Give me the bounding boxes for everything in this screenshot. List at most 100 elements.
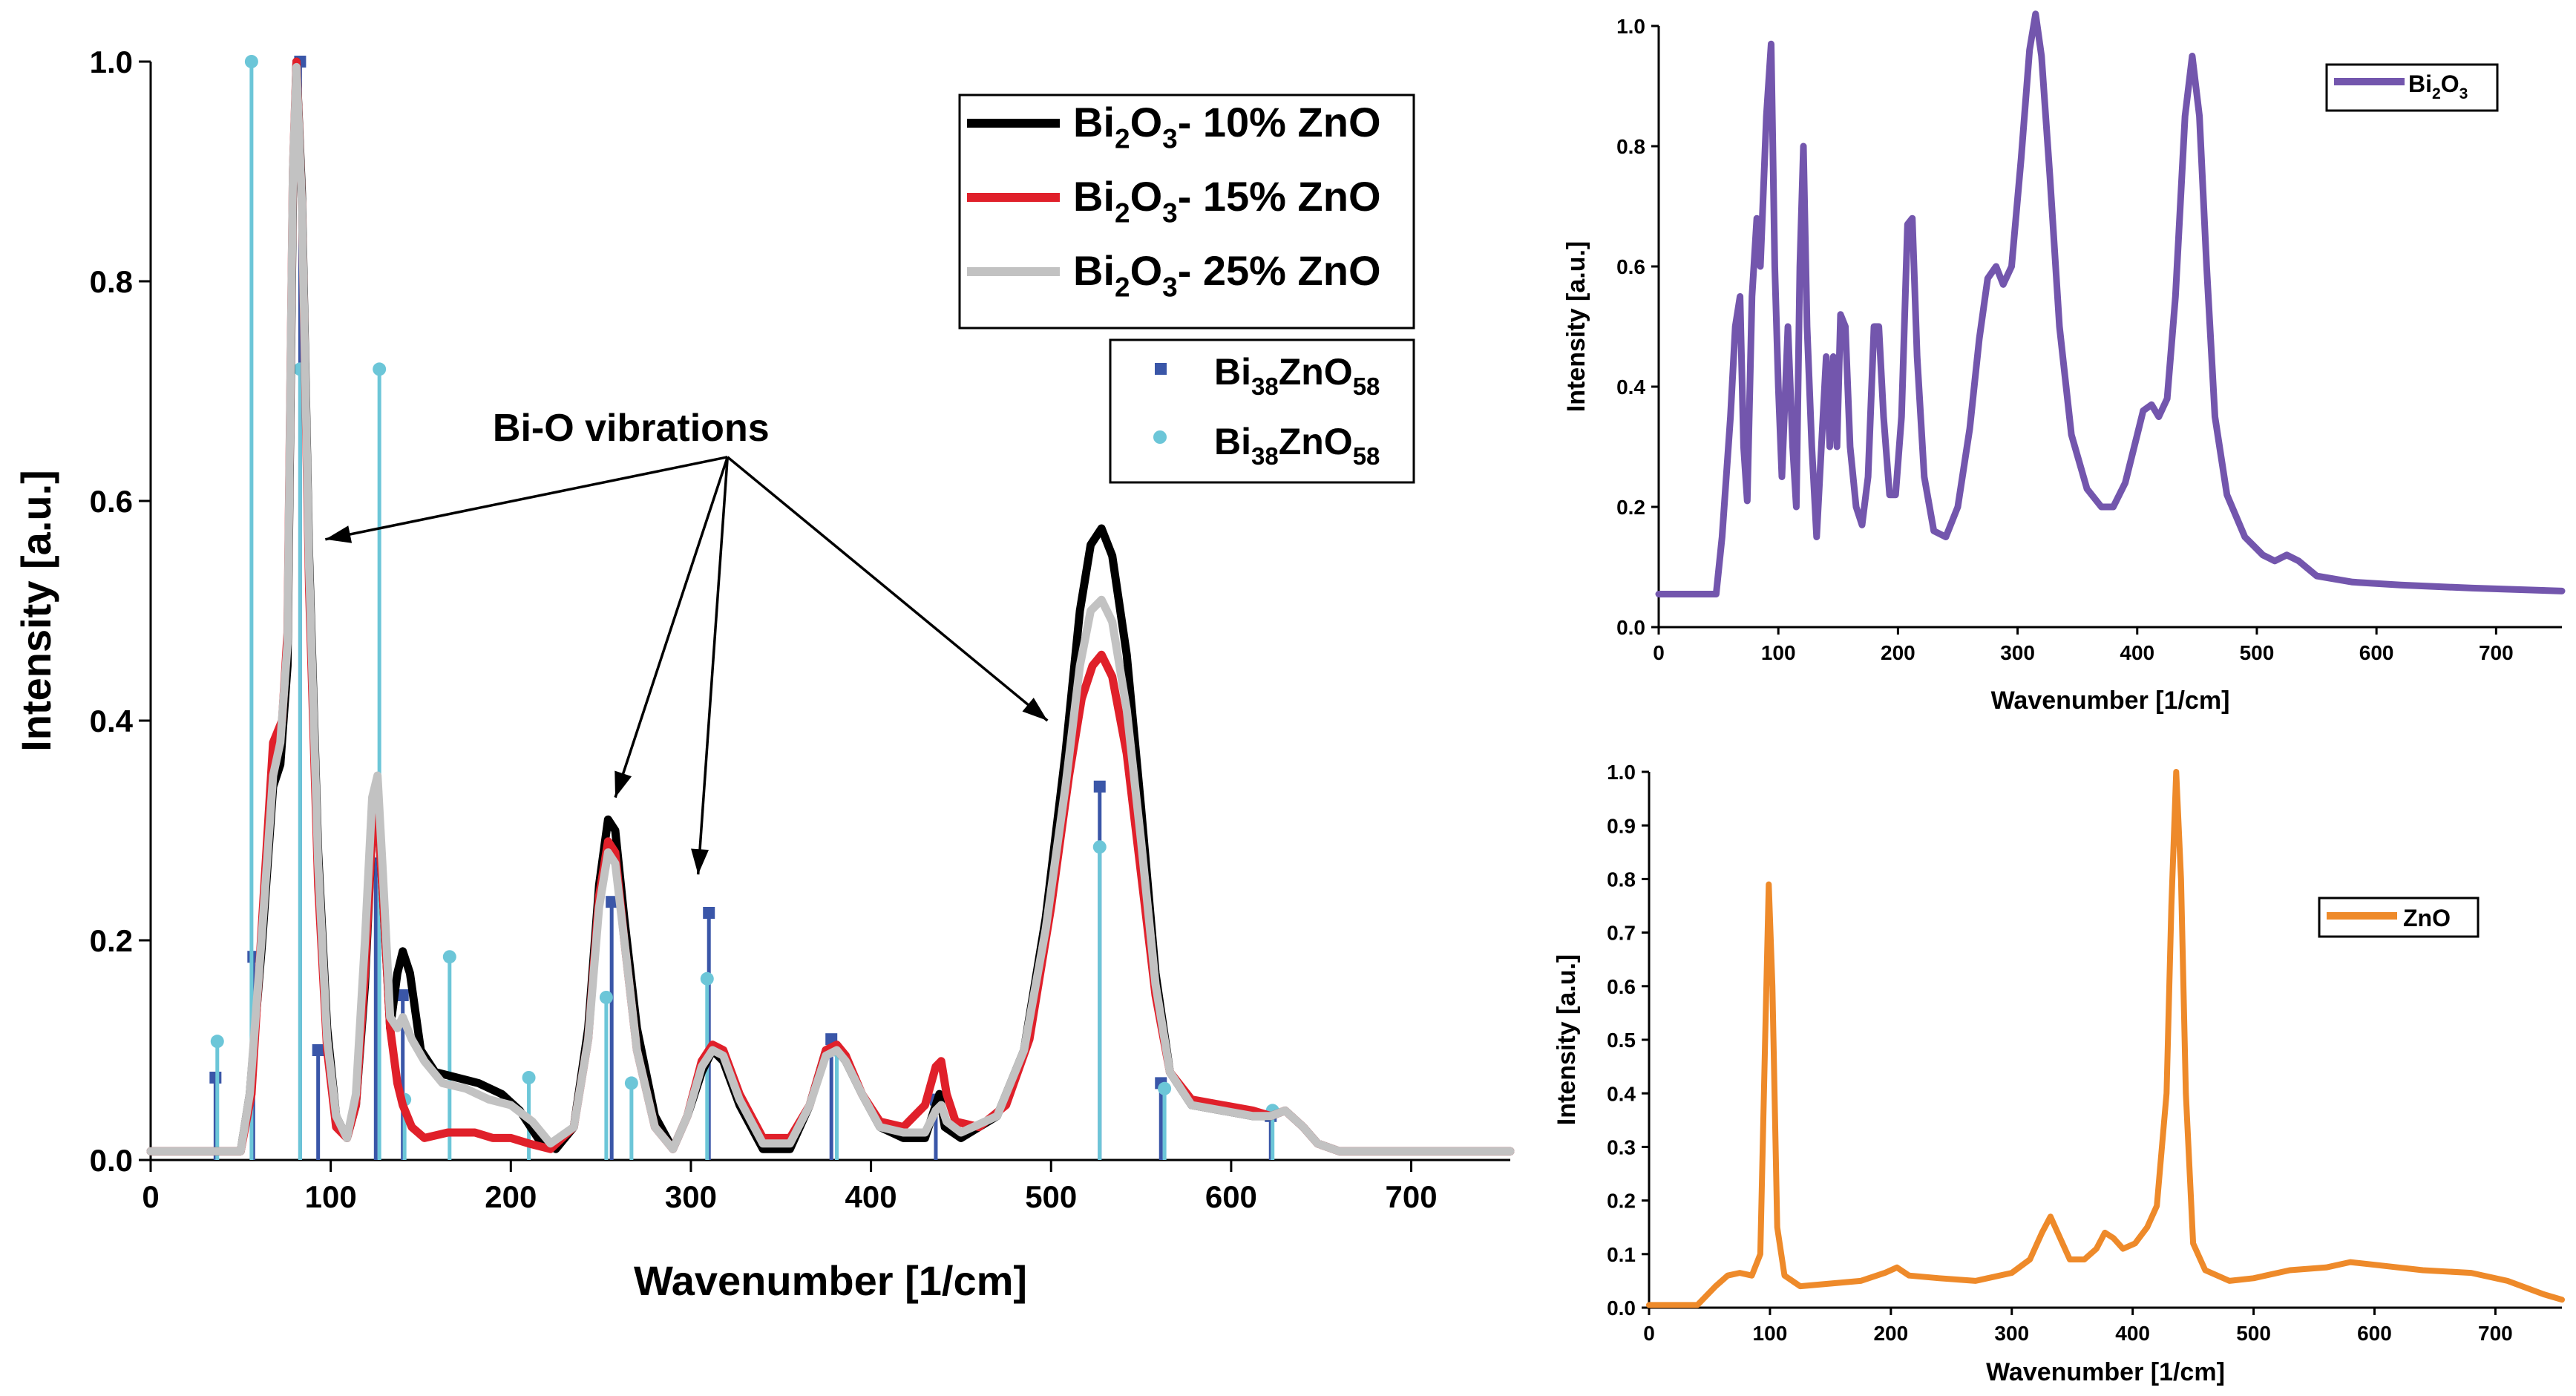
y-tick-label: 1.0 [1607,761,1636,784]
y-tick-label: 0.4 [1607,1082,1636,1105]
y-axis-label: Intensity [a.u.] [13,470,59,752]
y-tick-label: 0.6 [1607,975,1636,998]
y-tick-label: 0.2 [90,923,133,958]
legend-text-part: Bi [1073,173,1115,220]
reference-stick-marker [522,1071,536,1084]
x-tick-label: 500 [2236,1322,2271,1345]
annotation-arrowhead [614,770,632,798]
legend-subscript: 2 [1115,198,1130,229]
x-tick-label: 200 [1881,641,1915,664]
legend-subscript: 58 [1353,442,1380,470]
reference-stick-marker [1092,840,1107,854]
y-tick-label: 0.0 [1607,1297,1636,1320]
y-tick-label: 0.2 [1607,1190,1636,1213]
legend-label: Bi38ZnO58 [1214,421,1380,470]
x-tick-label: 500 [2240,641,2275,664]
annotation-arrowhead [1022,698,1048,721]
reference-stick-marker [1158,1081,1172,1095]
y-tick-label: 0.4 [90,704,134,738]
y-tick-label: 1.0 [90,45,133,79]
x-tick-label: 200 [1873,1322,1908,1345]
x-tick-label: 100 [1761,641,1796,664]
x-tick-label: 200 [485,1179,537,1214]
zno-chart: 0 100 200 300 400 500 600 700 0.0 0.1 0.2 0.3 0.4 0.5… [1553,761,2565,1386]
x-tick-label: 400 [2115,1322,2150,1345]
legend-box [2325,63,2499,112]
legend-text-part: O [1130,99,1163,145]
legend-label: Bi38ZnO58 [1214,351,1380,400]
legend-text-part: Bi [1073,247,1115,294]
reference-stick-marker [312,1044,324,1056]
legend-label: Bi2O3- 15% ZnO [1073,173,1381,229]
x-tick-label: 400 [2120,641,2154,664]
reference-stick-marker [373,362,387,376]
legend-text-part: ZnO [2403,905,2451,931]
legend-subscript: 2 [1115,272,1130,303]
annotation-arrow [614,456,729,799]
legend-subscript: 2 [2432,85,2441,102]
x-tick-label: 600 [1205,1179,1257,1214]
legend-text-part: ZnO [1279,421,1353,462]
legend-text-part: O [1130,173,1163,220]
reference-stick-marker [599,990,613,1004]
x-tick-label: 700 [1386,1179,1438,1214]
reference-stick-marker [703,907,715,919]
y-axis-label: Intensity [a.u.] [1562,241,1590,412]
legend-text-part: O [2441,71,2459,97]
reference-stick-marker [624,1076,638,1090]
y-tick-label: 0.0 [1616,616,1645,639]
legend-text-part: O [1130,247,1163,294]
y-tick-label: 0.1 [1607,1243,1636,1266]
reference-stick-marker [244,55,258,68]
legend-marker [1155,363,1167,375]
reference-stick-marker [442,950,456,964]
x-tick-label: 0 [142,1179,159,1214]
annotation-arrowhead [691,848,709,875]
reference-stick-marker [1093,780,1106,793]
legend-text-part: - 10% ZnO [1178,99,1381,145]
legend-subscript: 2 [1115,124,1130,154]
annotation-arrow [325,456,728,541]
y-tick-label: 0.8 [90,264,133,299]
x-tick-label: 300 [2000,641,2035,664]
legend-marker [1153,430,1167,444]
annotation-label: Bi-O vibrations [493,407,770,450]
y-tick-label: 0.5 [1607,1029,1636,1052]
x-axis-label: Wavenumber [1/cm] [1991,686,2230,715]
x-tick-label: 0 [1643,1322,1655,1345]
legend-text-part: Bi [2408,71,2432,97]
y-tick-label: 0.8 [1616,135,1645,158]
x-axis-label: Wavenumber [1/cm] [1986,1358,2225,1386]
legend-subscript: 38 [1251,373,1279,400]
y-tick-label: 0.3 [1607,1136,1636,1159]
legend-text-part: Bi [1214,421,1251,462]
main-chart: 0 100 200 300 400 500 600 700 0.0 0.2 0.4 0.6 0.8 1.0… [13,45,1515,1304]
legend-subscript: 3 [1162,272,1178,303]
x-tick-label: 400 [845,1179,897,1214]
legend-label: Bi2O3 [2408,71,2468,102]
legend-text-part: Bi [1214,351,1251,393]
x-tick-label: 300 [665,1179,717,1214]
series-line [1646,769,2565,1308]
legend-subscript: 38 [1251,442,1279,470]
reference-stick-marker [606,896,618,908]
y-tick-label: 0.6 [1616,255,1645,278]
legend-label: Bi2O3- 25% ZnO [1073,247,1381,303]
annotation-arrow [727,456,1049,722]
legend-text-part: ZnO [1279,351,1353,393]
x-tick-label: 0 [1653,641,1665,664]
series-line [1655,10,2566,597]
y-tick-label: 0.4 [1616,376,1645,399]
x-tick-label: 600 [2357,1322,2392,1345]
reference-stick-marker [210,1035,224,1049]
x-tick-label: 100 [1753,1322,1788,1345]
y-axis-label: Intensity [a.u.] [1553,954,1581,1125]
y-tick-label: 0.2 [1616,496,1645,519]
series-line [146,62,1515,1156]
reference-stick-marker [396,989,409,1001]
x-tick-label: 500 [1025,1179,1077,1214]
legend-text-part: Bi [1073,99,1115,145]
legend-label: ZnO [2403,905,2451,931]
x-tick-label: 600 [2359,641,2394,664]
legend-text-part: - 25% ZnO [1178,247,1381,294]
